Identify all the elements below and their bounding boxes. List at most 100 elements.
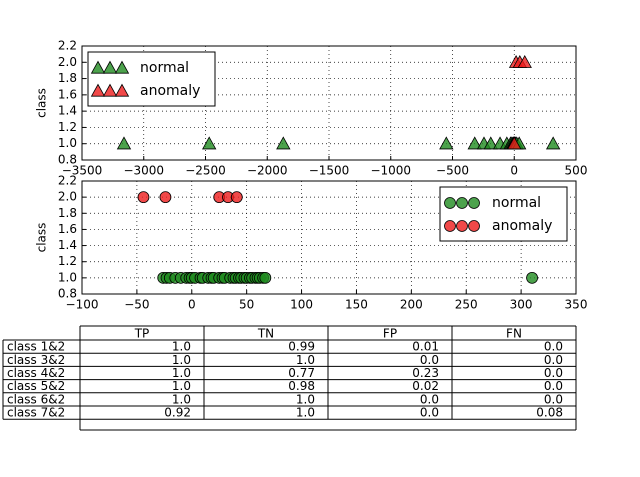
triangle-marker [116, 136, 132, 150]
table-cell: 1.0 [296, 406, 315, 420]
plot-frame [81, 180, 577, 295]
triangle-marker [102, 83, 118, 97]
table-cell: 1.0 [296, 353, 315, 367]
row-label: class 1&2 [7, 340, 65, 354]
x-tick-label: −100 [66, 298, 99, 312]
y-tick-label: 2.2 [58, 174, 77, 188]
x-tick-label: −2000 [247, 164, 288, 178]
y-tick-label: 0.8 [58, 287, 77, 301]
table-cell: 1.0 [172, 379, 191, 393]
x-tick-label: −500 [436, 164, 469, 178]
table-cell: 0.02 [412, 379, 439, 393]
table-cell: 0.0 [544, 366, 563, 380]
table-cell: 0.0 [544, 392, 563, 406]
row-label: class 5&2 [7, 379, 65, 393]
triangle-marker [90, 83, 106, 97]
column-header: FN [506, 327, 522, 341]
legend-label: normal [140, 60, 189, 76]
y-tick-label: 1.6 [58, 222, 77, 236]
x-tick-label: 0 [510, 164, 518, 178]
column-header: TP [134, 327, 150, 341]
x-tick-label: 200 [400, 298, 423, 312]
triangle-marker [545, 136, 561, 150]
table-cell: 1.0 [296, 392, 315, 406]
circle-marker [456, 197, 468, 209]
table-cell: 0.99 [288, 340, 315, 354]
plot-frame [81, 45, 577, 161]
circle-marker [456, 220, 468, 232]
table-cell: 0.0 [420, 392, 439, 406]
table-cell: 0.98 [288, 379, 315, 393]
circle-marker [468, 220, 480, 232]
y-tick-label: 1.8 [58, 206, 77, 220]
table-cell: 0.92 [164, 406, 191, 420]
x-tick-label: 250 [455, 298, 478, 312]
table-cell: 0.23 [412, 366, 439, 380]
table-cell: 0.0 [420, 353, 439, 367]
y-tick-label: 1.0 [58, 136, 77, 150]
x-tick-label: −1500 [309, 164, 350, 178]
row-label: class 7&2 [7, 406, 65, 420]
table-cell: 0.0 [420, 406, 439, 420]
plot-area [137, 191, 538, 284]
circle-marker [468, 197, 480, 209]
y-tick-label: 1.6 [58, 87, 77, 101]
legend-box [87, 51, 216, 107]
circle-marker [526, 271, 538, 284]
triangle-marker [276, 136, 291, 150]
x-tick-label: 500 [565, 164, 588, 178]
triangle-marker [467, 136, 482, 150]
y-axis-label: class [35, 223, 49, 253]
column-header: FP [383, 327, 397, 341]
y-tick-label: 1.0 [58, 270, 77, 284]
x-tick-label: 300 [510, 298, 533, 312]
triangle-marker [102, 60, 118, 74]
legend-label: anomaly [140, 83, 200, 99]
y-tick-label: 1.2 [58, 120, 77, 134]
circle-marker [230, 191, 243, 204]
x-tick-label: 150 [345, 298, 368, 312]
table-cell: 0.0 [544, 353, 563, 367]
row-label: class 4&2 [7, 366, 65, 380]
y-tick-label: 1.2 [58, 254, 77, 268]
triangle-marker [507, 136, 522, 150]
triangle-marker [483, 136, 498, 150]
table-cell: 1.0 [172, 392, 191, 406]
legend-box [439, 186, 568, 242]
y-tick-label: 0.8 [58, 153, 77, 167]
y-tick-label: 1.4 [58, 238, 77, 252]
triangle-marker [202, 136, 217, 150]
table-cell: 1.0 [172, 340, 191, 354]
x-tick-label: −2500 [185, 164, 226, 178]
circle-marker [259, 271, 272, 284]
table-cell: 0.0 [544, 379, 563, 393]
circle-marker [137, 191, 150, 204]
table-cell: 1.0 [172, 353, 191, 367]
table-cell: 0.77 [288, 366, 315, 380]
y-tick-label: 2.0 [58, 55, 77, 69]
legend-label: normal [492, 195, 541, 211]
table-cell: 0.01 [412, 340, 439, 354]
x-tick-label: −3500 [62, 164, 103, 178]
x-tick-label: 350 [565, 298, 588, 312]
x-tick-label: −3000 [123, 164, 164, 178]
y-axis-label: class [35, 88, 49, 118]
column-header: TN [257, 327, 274, 341]
table-cell: 0.08 [536, 406, 563, 420]
y-tick-label: 2.2 [58, 39, 77, 53]
y-tick-label: 1.8 [58, 71, 77, 85]
row-label: class 6&2 [7, 392, 65, 406]
triangle-marker [90, 60, 106, 74]
y-tick-label: 2.0 [58, 190, 77, 204]
table-cell: 0.0 [544, 340, 563, 354]
y-tick-label: 1.4 [58, 104, 77, 118]
triangle-marker [439, 136, 454, 150]
triangle-marker [517, 54, 532, 68]
triangle-marker [114, 83, 130, 97]
legend-label: anomaly [492, 218, 552, 234]
row-label: class 3&2 [7, 353, 65, 367]
x-tick-label: 0 [188, 298, 196, 312]
circle-marker [444, 220, 456, 232]
x-tick-label: 100 [290, 298, 313, 312]
